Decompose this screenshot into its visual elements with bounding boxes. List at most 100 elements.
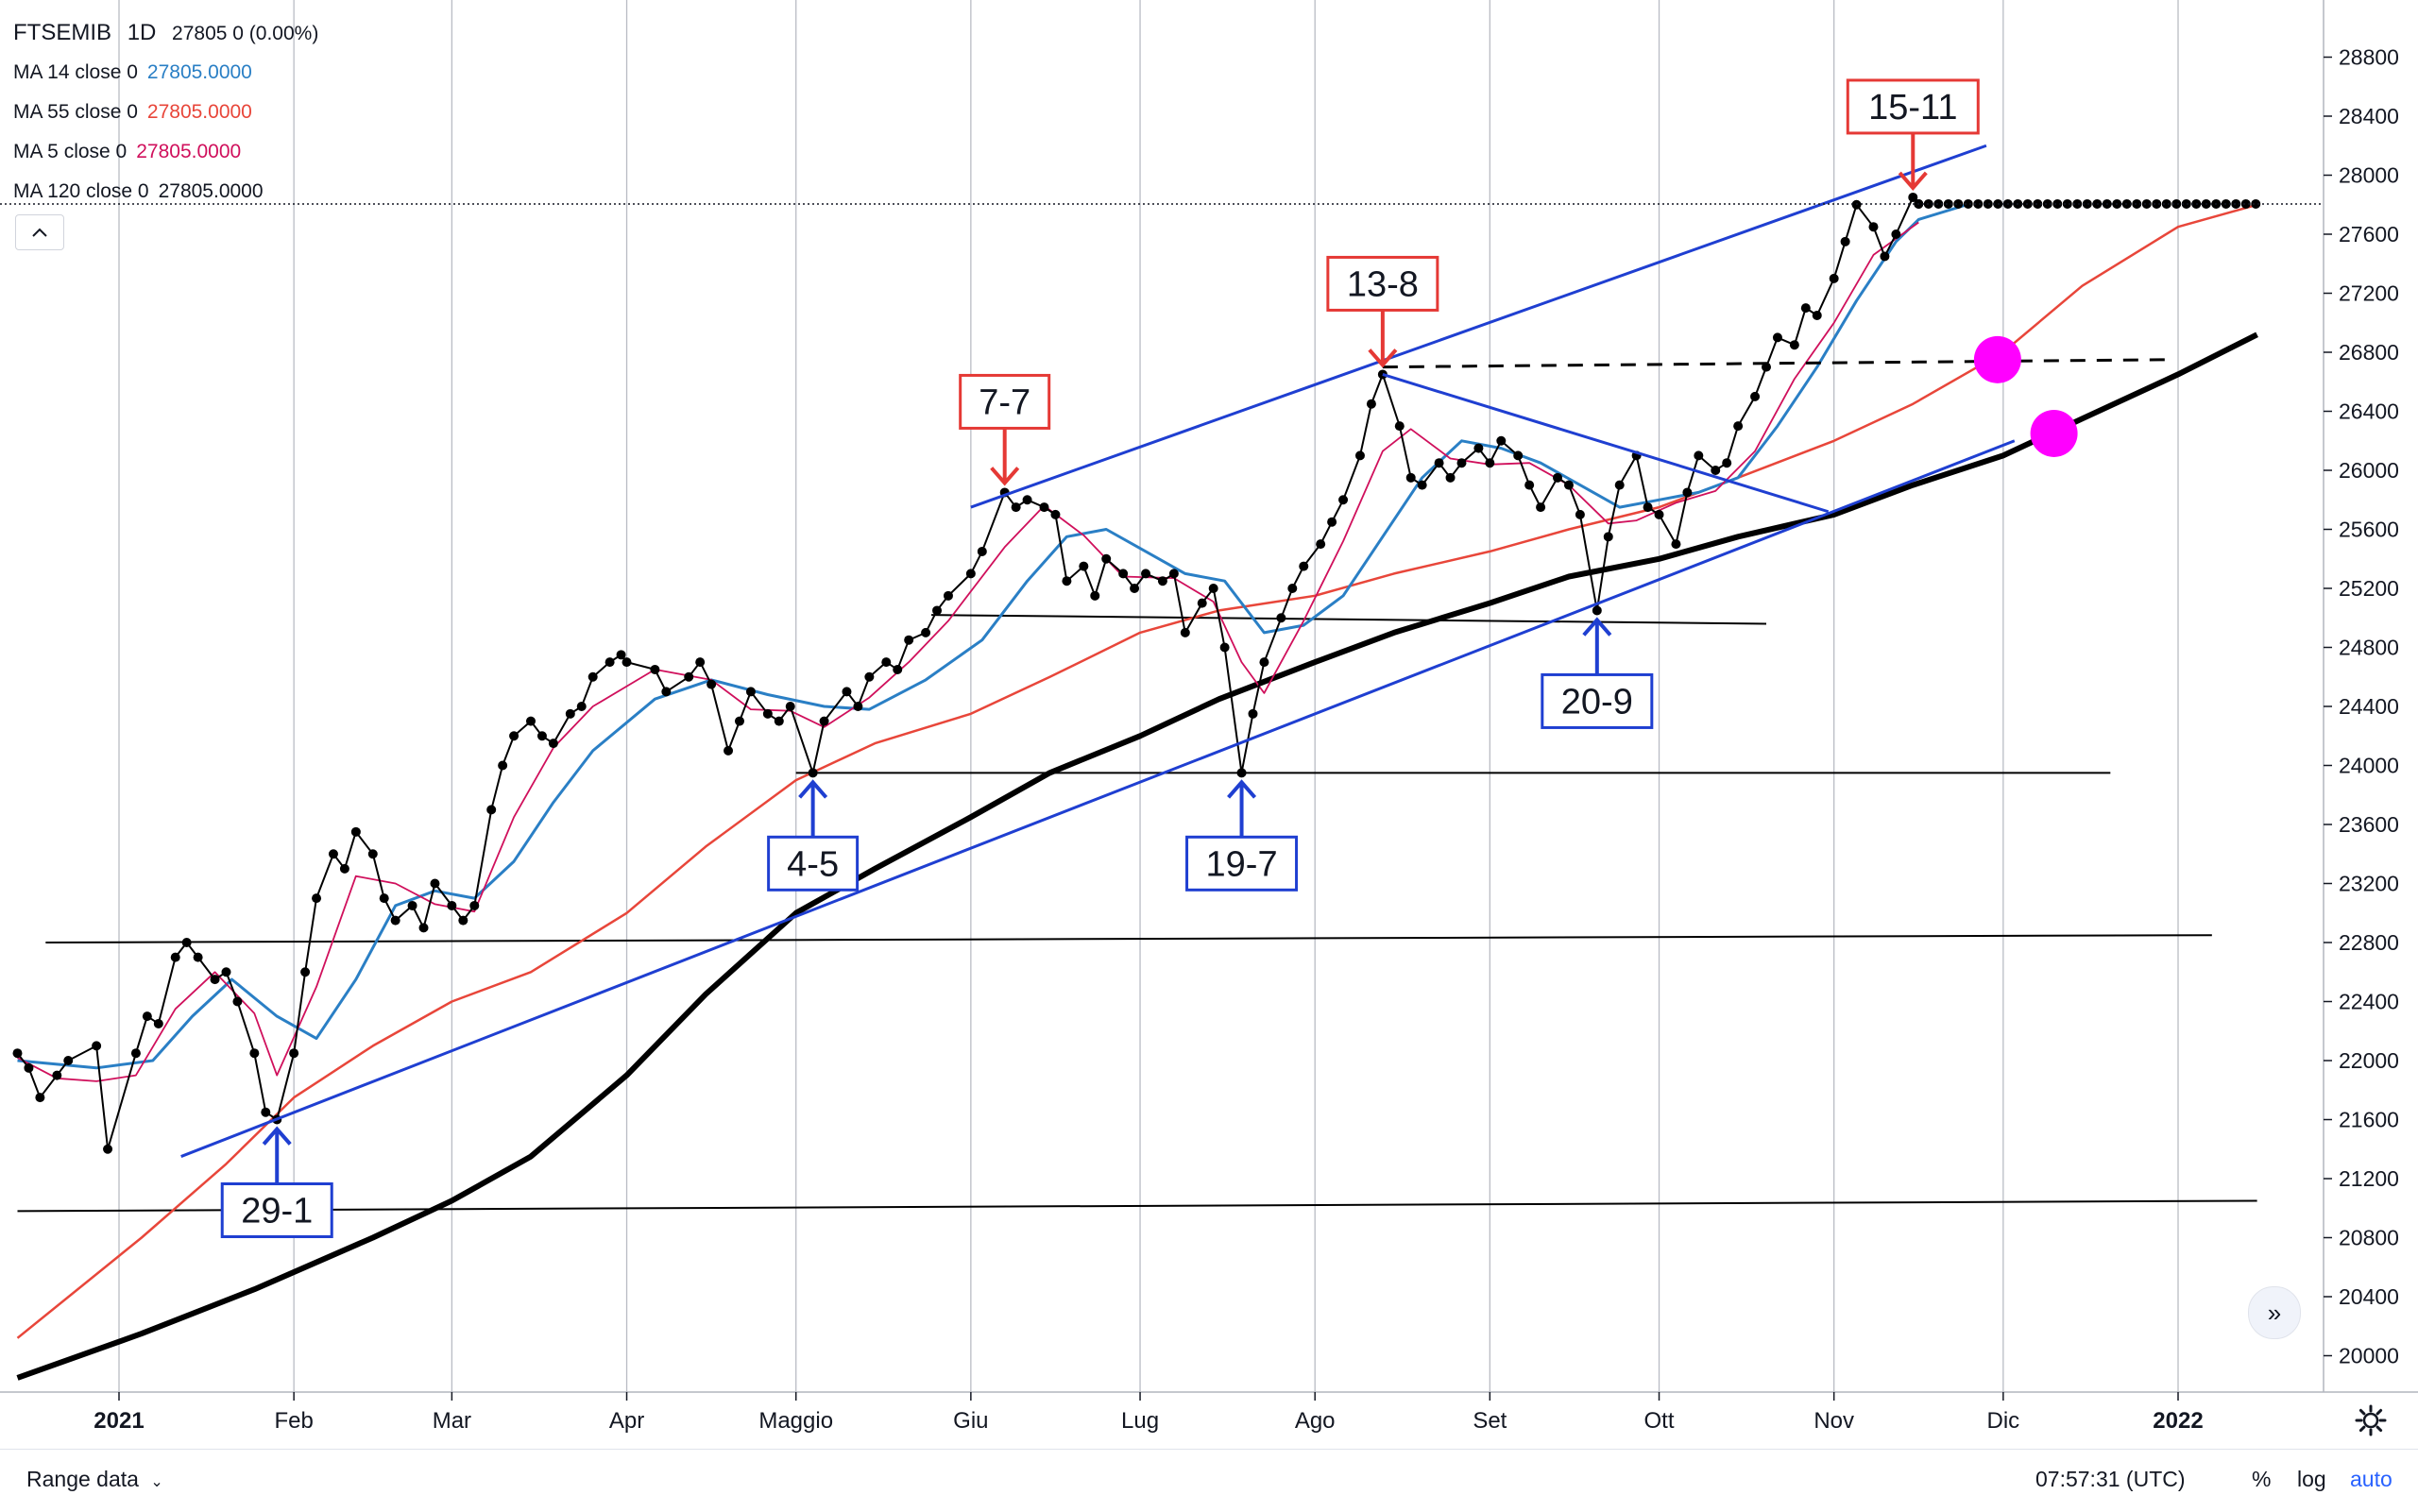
magenta-marker-0	[1973, 335, 2021, 383]
annotation-arrowhead	[1227, 779, 1257, 799]
percent-toggle[interactable]: %	[2252, 1467, 2272, 1491]
price-point	[587, 671, 598, 682]
price-point	[1248, 708, 1258, 719]
price-point	[1891, 229, 1901, 239]
range-data-button[interactable]: Range data ⌄	[26, 1467, 163, 1492]
price-point	[1180, 627, 1190, 637]
price-point	[1711, 466, 1721, 475]
annotation-arrowhead	[1898, 171, 1928, 191]
price-point	[1908, 192, 1918, 202]
price-point	[1327, 517, 1337, 527]
y-tick-label: 28000	[2339, 163, 2399, 188]
collapse-legend-button[interactable]	[15, 214, 64, 250]
interval[interactable]: 1D	[127, 20, 157, 45]
price-point	[842, 687, 852, 697]
legend-ma55[interactable]: MA 55 close 0 27805.0000	[13, 93, 328, 132]
price-point	[893, 664, 903, 674]
price-point	[12, 1048, 23, 1059]
price-point	[1694, 450, 1704, 461]
price-point	[447, 900, 457, 910]
y-tick-label: 24400	[2339, 694, 2399, 719]
projection-point	[1943, 198, 1953, 209]
projection-point	[2141, 198, 2152, 209]
y-tick-label: 28800	[2339, 45, 2399, 70]
projection-point	[2052, 198, 2063, 209]
projection-point	[1963, 198, 1973, 209]
price-point	[1868, 222, 1879, 232]
price-point	[785, 702, 795, 711]
x-tick-label: Set	[1473, 1408, 1507, 1434]
trendlines	[180, 144, 2168, 1158]
log-toggle[interactable]: log	[2297, 1467, 2326, 1491]
price-point	[1141, 569, 1151, 579]
price-point	[181, 938, 192, 947]
series-line-ma14	[17, 202, 1970, 1070]
quote: 27805 0 (0.00%)	[172, 23, 319, 44]
price-point	[695, 657, 706, 668]
price-point	[622, 657, 632, 668]
price-point	[52, 1070, 62, 1080]
price-point	[616, 650, 626, 660]
price-series	[12, 192, 2261, 1154]
price-point	[1654, 509, 1664, 519]
price-point	[932, 605, 943, 616]
price-point	[1603, 532, 1613, 542]
price-point	[1485, 458, 1495, 468]
price-point	[1050, 509, 1061, 519]
price-point	[1536, 502, 1546, 513]
legend-symbol-row: FTSEMIB 1D 27805 0 (0.00%)	[13, 13, 328, 53]
price-point	[1722, 458, 1732, 468]
range-data-label: Range data	[26, 1467, 139, 1491]
annotation-box	[959, 373, 1051, 430]
legend-ma5[interactable]: MA 5 close 0 27805.0000	[13, 132, 328, 172]
price-point	[390, 915, 400, 926]
annotation-arrowhead	[798, 779, 828, 799]
price-point	[819, 716, 829, 726]
price-point	[407, 900, 417, 910]
y-tick-label: 22400	[2339, 990, 2399, 1014]
projection-point	[2231, 198, 2241, 209]
y-tick-label: 23200	[2339, 872, 2399, 896]
price-point	[1259, 657, 1269, 668]
price-point	[103, 1144, 113, 1154]
gear-icon[interactable]	[2352, 1402, 2390, 1439]
price-point	[458, 915, 468, 926]
price-point	[1299, 561, 1309, 571]
price-point	[1812, 310, 1822, 320]
price-point	[1276, 613, 1286, 623]
price-point	[565, 708, 575, 719]
price-point	[1750, 391, 1761, 401]
price-point	[604, 657, 615, 668]
auto-toggle[interactable]: auto	[2350, 1467, 2392, 1491]
x-tick-label: Apr	[609, 1408, 644, 1434]
price-point	[1366, 399, 1376, 409]
projection-point	[2033, 198, 2043, 209]
scroll-to-realtime-button[interactable]: »	[2248, 1286, 2301, 1339]
annotation-arrowhead	[1368, 348, 1398, 368]
projection-point	[2042, 198, 2052, 209]
price-point	[1524, 480, 1535, 490]
price-point	[943, 590, 953, 601]
legend-ma120[interactable]: MA 120 close 0 27805.0000	[13, 172, 328, 212]
symbol[interactable]: FTSEMIB	[13, 20, 112, 45]
y-tick-label: 22000	[2339, 1048, 2399, 1073]
price-point	[509, 731, 519, 741]
price-point	[707, 679, 717, 689]
price-point	[1079, 561, 1089, 571]
price-point	[576, 702, 587, 711]
price-point	[63, 1056, 74, 1065]
price-point	[921, 627, 931, 637]
annotation-7-7: 7-7	[959, 373, 1051, 486]
legend-ma14[interactable]: MA 14 close 0 27805.0000	[13, 53, 328, 93]
clock[interactable]: 07:57:31 (UTC)	[2035, 1467, 2186, 1491]
projection-point	[2240, 198, 2251, 209]
price-point	[486, 805, 497, 815]
magenta-marker-1	[2030, 409, 2078, 457]
time-scale-bg	[0, 1392, 2418, 1449]
annotation-arrowhead	[1582, 617, 1612, 637]
price-point	[418, 923, 429, 933]
annotation-19-7: 19-7	[1185, 779, 1299, 892]
price-point	[1022, 495, 1032, 505]
projection-point	[2181, 198, 2191, 209]
